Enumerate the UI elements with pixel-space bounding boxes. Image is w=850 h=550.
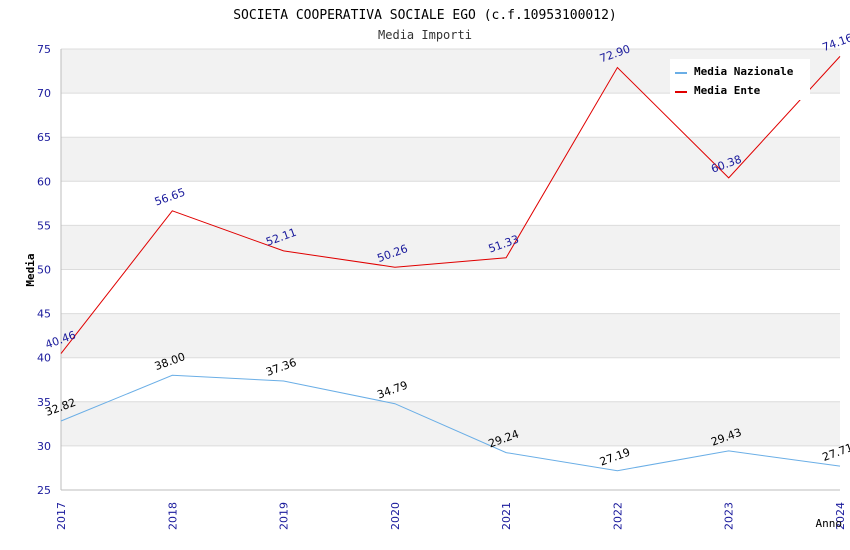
x-tick-2018: 2018 bbox=[166, 502, 179, 530]
legend-label-media-nazionale: Media Nazionale bbox=[694, 65, 794, 78]
y-tick-75: 75 bbox=[37, 43, 51, 56]
series-line-media-ente bbox=[60, 56, 841, 354]
x-tick-2020: 2020 bbox=[389, 502, 402, 530]
x-tick-2022: 2022 bbox=[611, 502, 624, 530]
y-tick-30: 30 bbox=[37, 440, 51, 453]
chart-subtitle: Media Importi bbox=[378, 28, 472, 42]
y-tick-70: 70 bbox=[37, 87, 51, 100]
chart-title: SOCIETA COOPERATIVA SOCIALE EGO (c.f.109… bbox=[233, 8, 617, 23]
band-40-45 bbox=[61, 313, 840, 358]
y-tick-50: 50 bbox=[37, 264, 51, 277]
data-label-media-nazionale-2020: 34.79 bbox=[375, 379, 409, 402]
band-30-35 bbox=[61, 401, 840, 446]
y-tick-25: 25 bbox=[37, 484, 51, 497]
series-line-media-nazionale bbox=[60, 374, 841, 472]
y-tick-45: 45 bbox=[37, 308, 51, 321]
plot-background-bands bbox=[61, 49, 840, 446]
y-tick-60: 60 bbox=[37, 175, 51, 188]
data-label-media-nazionale-2019: 37.36 bbox=[264, 356, 298, 379]
legend-label-media-ente: Media Ente bbox=[694, 84, 761, 97]
data-label-media-ente-2018: 56.65 bbox=[153, 186, 187, 209]
x-tick-labels: 2017 2018 2019 2020 2021 2022 2023 2024 bbox=[55, 502, 847, 530]
x-tick-2023: 2023 bbox=[723, 502, 736, 530]
legend-box bbox=[670, 59, 810, 100]
x-tick-2017: 2017 bbox=[55, 502, 68, 530]
y-tick-55: 55 bbox=[37, 219, 51, 232]
y-tick-40: 40 bbox=[37, 352, 51, 365]
series-lines bbox=[60, 56, 841, 472]
x-tick-2021: 2021 bbox=[500, 502, 513, 530]
gridlines bbox=[61, 48, 840, 491]
x-axis-label: Anno bbox=[816, 517, 843, 530]
data-label-media-nazionale-2022: 27.19 bbox=[598, 446, 632, 469]
x-tick-2019: 2019 bbox=[278, 502, 291, 530]
legend: Media Nazionale Media Ente bbox=[670, 59, 810, 100]
x-tick-2024: 2024 bbox=[834, 502, 847, 530]
y-tick-35: 35 bbox=[37, 396, 51, 409]
y-tick-65: 65 bbox=[37, 131, 51, 144]
y-axis-label: Media bbox=[24, 253, 37, 286]
y-tick-labels: 25 30 35 40 45 50 55 60 65 70 75 bbox=[37, 43, 51, 497]
